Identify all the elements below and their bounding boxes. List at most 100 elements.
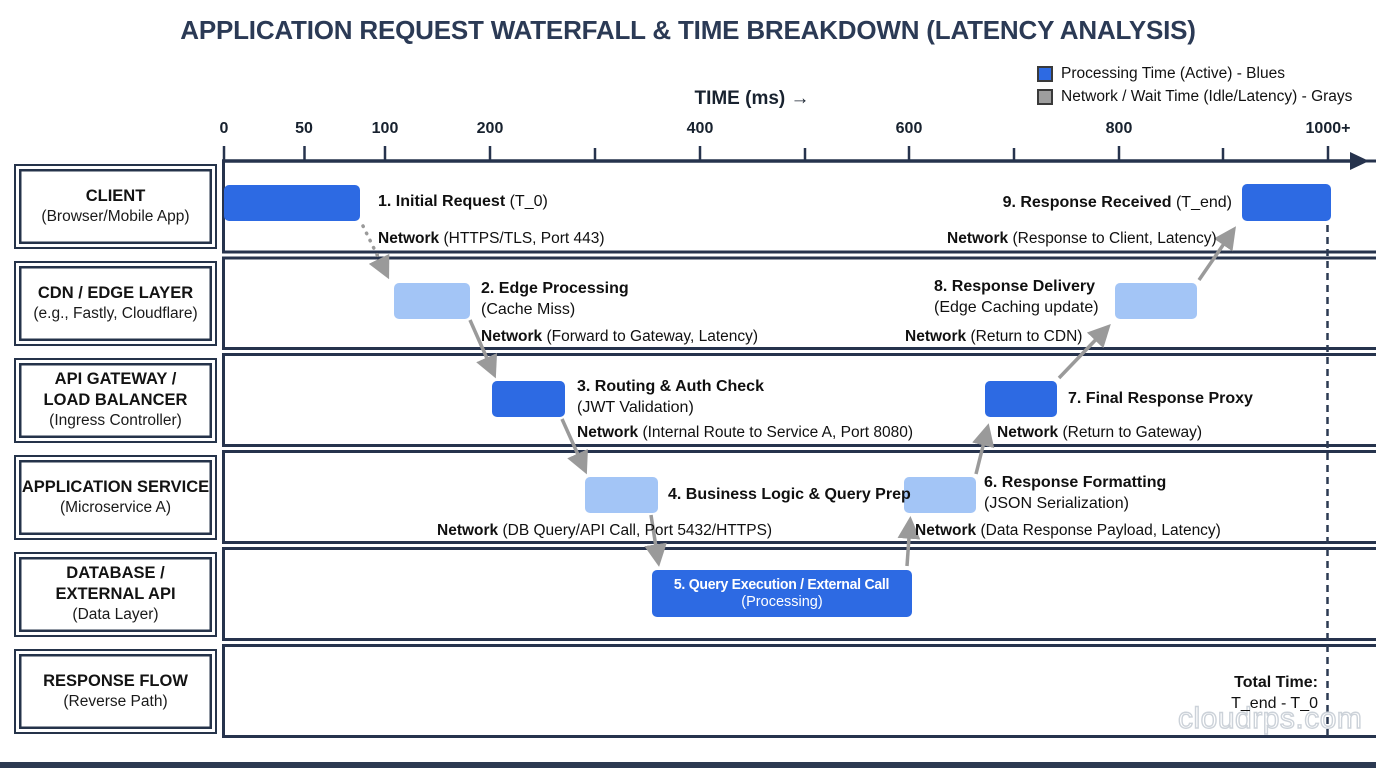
network-word: Network — [378, 230, 440, 247]
label-network-8: Network (Return to CDN) — [905, 328, 1082, 346]
lane-title: APPLICATION SERVICE — [21, 477, 210, 496]
network-detail: (DB Query/API Call, Port 5432/HTTPS) — [498, 522, 773, 539]
tick-label-1000: 1000+ — [1305, 120, 1351, 137]
lane-subtitle: (Data Layer) — [72, 606, 159, 623]
step-name: 2. Edge Processing — [481, 280, 629, 297]
bar-step3-routing-auth — [492, 381, 565, 417]
network-detail: (Forward to Gateway, Latency) — [542, 328, 759, 345]
arrow-step5-to-step6 — [897, 516, 921, 567]
tick-label-600: 600 — [895, 120, 923, 137]
legend-item-network: Network / Wait Time (Idle/Latency) - Gra… — [1037, 88, 1352, 106]
legend: Processing Time (Active) - Blues Network… — [1037, 65, 1352, 106]
step-name: 8. Response Delivery — [934, 278, 1095, 295]
network-word: Network — [915, 522, 977, 539]
network-word: Network — [481, 328, 543, 345]
bar-step5-query-execution: 5. Query Execution / External Call (Proc… — [652, 570, 912, 617]
label-step7: 7. Final Response Proxy — [1068, 388, 1253, 409]
tick-label-50: 50 — [295, 120, 313, 137]
label-network-9: Network (Response to Client, Latency) — [947, 230, 1217, 248]
network-detail: (Response to Client, Latency) — [1008, 230, 1217, 247]
lane-label-application-service: APPLICATION SERVICE (Microservice A) — [14, 454, 217, 540]
label-network-1: Network (HTTPS/TLS, Port 443) — [378, 230, 605, 248]
bar-step4-business-logic — [585, 477, 658, 513]
bar-step5-label: 5. Query Execution / External Call (Proc… — [652, 570, 912, 617]
label-step3: 3. Routing & Auth Check (JWT Validation) — [577, 376, 764, 418]
network-detail: (Internal Route to Service A, Port 8080) — [638, 424, 913, 441]
tick-label-100: 100 — [371, 120, 399, 137]
step-detail: (JWT Validation) — [577, 399, 694, 416]
lane-label-client: CLIENT (Browser/Mobile App) — [14, 164, 217, 249]
network-detail: (Return to CDN) — [966, 328, 1083, 345]
step-detail: (T_end) — [1171, 194, 1232, 211]
label-network-6: Network (Data Response Payload, Latency) — [915, 522, 1221, 540]
lane-subtitle: (Microservice A) — [59, 498, 172, 516]
network-detail: (Return to Gateway) — [1058, 424, 1203, 441]
step-name: 9. Response Received — [1002, 194, 1172, 211]
tick-label-400: 400 — [686, 120, 714, 137]
lane-title: DATABASE / EXTERNAL API — [55, 564, 176, 603]
legend-label: Processing Time (Active) - Blues — [1061, 65, 1285, 82]
lane-subtitle: (Reverse Path) — [63, 692, 168, 710]
label-network-3: Network (Internal Route to Service A, Po… — [577, 424, 913, 442]
legend-item-processing: Processing Time (Active) - Blues — [1037, 65, 1352, 83]
legend-swatch-blue-icon — [1037, 66, 1053, 82]
label-step4: 4. Business Logic & Query Prep — [668, 484, 911, 505]
bar-step2-edge-processing — [394, 283, 470, 319]
tick-label-800: 800 — [1105, 120, 1133, 137]
total-time-formula: T_end - T_0 — [1231, 695, 1318, 712]
network-word: Network — [947, 230, 1009, 247]
lane-subtitle: (Browser/Mobile App) — [41, 208, 190, 225]
lane-label-response-flow: RESPONSE FLOW (Reverse Path) — [14, 648, 217, 734]
bottom-edge-strip — [0, 762, 1376, 768]
label-step1: 1. Initial Request (T_0) — [378, 191, 548, 212]
label-network-2: Network (Forward to Gateway, Latency) — [481, 328, 758, 346]
network-detail: (Data Response Payload, Latency) — [976, 522, 1221, 539]
network-detail: (HTTPS/TLS, Port 443) — [439, 230, 605, 247]
tick-label-200: 200 — [476, 120, 504, 137]
lane-title: CLIENT — [85, 187, 146, 205]
arrow-step6-to-step7 — [972, 423, 995, 475]
lane-subtitle: (Ingress Controller) — [49, 412, 182, 429]
step-detail: (T_0) — [505, 193, 548, 210]
label-network-4: Network (DB Query/API Call, Port 5432/HT… — [437, 522, 772, 540]
network-word: Network — [905, 328, 967, 345]
bar-step7-final-response-proxy — [985, 381, 1057, 417]
network-word: Network — [997, 424, 1059, 441]
label-step2: 2. Edge Processing (Cache Miss) — [481, 278, 629, 320]
bar-step1-initial-request — [224, 185, 360, 221]
lane-title: RESPONSE FLOW — [43, 671, 188, 690]
axis-tick-marks — [222, 146, 1330, 160]
step-detail: (JSON Serialization) — [984, 495, 1129, 512]
label-network-7: Network (Return to Gateway) — [997, 424, 1202, 442]
bar-step6-response-formatting — [904, 477, 976, 513]
label-step9: 9. Response Received (T_end) — [990, 192, 1232, 213]
bar-step5-subtitle: (Processing) — [741, 594, 823, 610]
network-word: Network — [577, 424, 639, 441]
bar-step8-response-delivery — [1115, 283, 1197, 319]
legend-label: Network / Wait Time (Idle/Latency) - Gra… — [1061, 88, 1353, 105]
step-name: 3. Routing & Auth Check — [577, 378, 764, 395]
bar-step5-title: 5. Query Execution / External Call — [674, 576, 890, 593]
label-step8: 8. Response Delivery (Edge Caching updat… — [934, 276, 1099, 318]
step-detail: (Edge Caching update) — [934, 299, 1099, 316]
lane-title: CDN / EDGE LAYER — [37, 284, 194, 302]
lane-label-api-gateway: API GATEWAY / LOAD BALANCER (Ingress Con… — [14, 357, 217, 443]
step-name: 7. Final Response Proxy — [1068, 390, 1253, 407]
lane-label-cdn-edge: CDN / EDGE LAYER (e.g., Fastly, Cloudfla… — [14, 261, 217, 346]
page-title: APPLICATION REQUEST WATERFALL & TIME BRE… — [180, 15, 1196, 45]
step-detail: (Cache Miss) — [481, 301, 576, 318]
label-step6: 6. Response Formatting (JSON Serializati… — [984, 472, 1166, 514]
total-time-annotation: Total Time: T_end - T_0 — [1150, 672, 1318, 714]
network-word: Network — [437, 522, 499, 539]
step-name: 6. Response Formatting — [984, 474, 1167, 491]
lane-subtitle: (e.g., Fastly, Cloudflare) — [33, 305, 198, 322]
total-time-title: Total Time: — [1234, 674, 1318, 691]
legend-swatch-gray-icon — [1037, 89, 1053, 105]
axis-title: TIME (ms) → — [694, 88, 810, 109]
lane-label-database: DATABASE / EXTERNAL API (Data Layer) — [14, 551, 217, 637]
step-name: 1. Initial Request — [378, 193, 506, 210]
lane-title: API GATEWAY / LOAD BALANCER — [43, 370, 188, 409]
time-axis-arrowhead-icon — [1350, 152, 1369, 170]
bar-step9-response-received — [1242, 184, 1331, 221]
